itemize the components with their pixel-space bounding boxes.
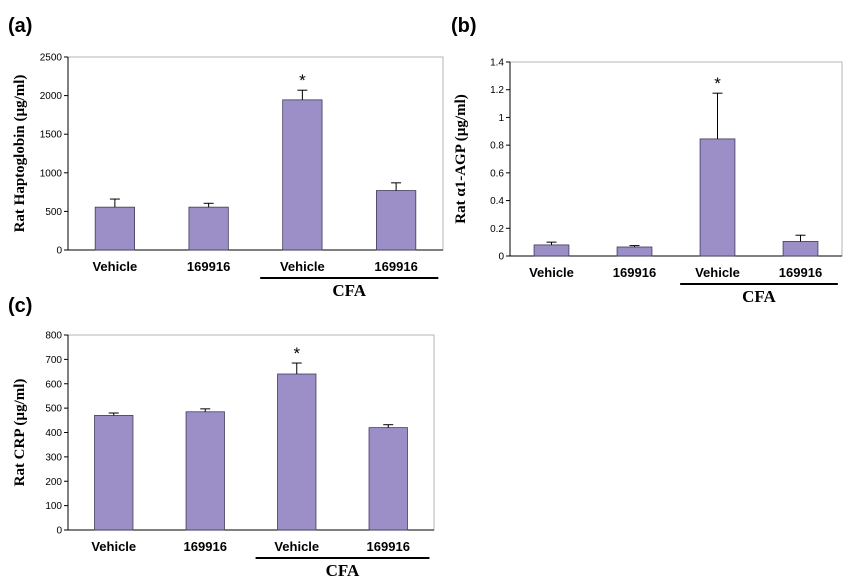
x-tick-label: 169916 <box>367 539 410 554</box>
chart-panel-2: (b) 0 0.2 0.4 0.6 0.8 1 1.2 1.4 Rat α1-AGP (µg/ml… <box>451 15 843 306</box>
bar <box>188 206 229 251</box>
y-tick-label: 0.4 <box>490 196 504 207</box>
y-tick-label: 1.2 <box>490 85 504 96</box>
y-tick-label: 600 <box>45 379 62 390</box>
y-tick-label: 0 <box>498 252 504 263</box>
y-tick-label: 500 <box>45 404 62 415</box>
y-tick-label: 1000 <box>40 168 63 179</box>
x-tick-label: 169916 <box>187 259 230 274</box>
y-axis-title: Rat α1-AGP (µg/ml) <box>453 94 469 224</box>
y-tick-label: 1500 <box>40 130 63 141</box>
y-tick-label: 400 <box>45 428 62 439</box>
y-tick-label: 2000 <box>40 91 63 102</box>
y-tick-label: 0 <box>56 526 62 537</box>
x-tick-label: Vehicle <box>529 265 574 280</box>
bar <box>376 190 417 251</box>
x-tick-label: Vehicle <box>91 539 136 554</box>
significance-marker: * <box>293 344 300 363</box>
chart-panel-1: (a) 0 500 1000 1500 2000 2500 Rat Haptoglobin (… <box>8 15 444 300</box>
group-label: CFA <box>332 281 366 300</box>
x-tick-label: 169916 <box>779 265 822 280</box>
y-tick-label: 0.8 <box>490 141 504 152</box>
y-tick-label: 1.4 <box>490 58 504 69</box>
y-tick-label: 0.2 <box>490 224 504 235</box>
y-tick-label: 1 <box>498 113 504 124</box>
y-tick-label: 0 <box>56 246 62 257</box>
chart-panel-3: (c) 0 100 200 300 400 500 600 700 800 Rat CRP (µg/… <box>8 295 435 580</box>
group-label: CFA <box>742 287 776 306</box>
panel-label: (a) <box>8 15 32 37</box>
group-label: CFA <box>326 561 360 580</box>
bar <box>94 415 134 531</box>
y-axis-title: Rat CRP (µg/ml) <box>12 379 28 487</box>
bar <box>277 373 317 531</box>
y-tick-label: 100 <box>45 501 62 512</box>
x-tick-label: Vehicle <box>92 259 137 274</box>
bar <box>533 244 570 257</box>
bar <box>282 99 323 251</box>
x-tick-label: Vehicle <box>695 265 740 280</box>
y-axis-title: Rat Haptoglobin (µg/ml) <box>12 75 28 233</box>
bar <box>368 427 408 531</box>
x-tick-label: 169916 <box>613 265 656 280</box>
y-tick-label: 700 <box>45 355 62 366</box>
y-tick-label: 300 <box>45 452 62 463</box>
x-tick-label: Vehicle <box>274 539 319 554</box>
bar <box>185 411 225 531</box>
y-tick-label: 800 <box>45 331 62 342</box>
panel-label: (b) <box>451 15 477 37</box>
bar <box>782 241 819 257</box>
y-tick-label: 200 <box>45 477 62 488</box>
bar <box>616 246 653 257</box>
x-tick-label: 169916 <box>184 539 227 554</box>
plot-frame <box>509 61 843 257</box>
y-tick-label: 0.6 <box>490 168 504 179</box>
significance-marker: * <box>299 71 306 90</box>
x-tick-label: Vehicle <box>280 259 325 274</box>
y-tick-label: 2500 <box>40 53 63 64</box>
bar <box>699 138 736 257</box>
x-tick-label: 169916 <box>374 259 417 274</box>
y-tick-label: 500 <box>45 207 62 218</box>
panel-label: (c) <box>8 295 32 317</box>
significance-marker: * <box>714 74 721 93</box>
bar <box>94 206 135 251</box>
